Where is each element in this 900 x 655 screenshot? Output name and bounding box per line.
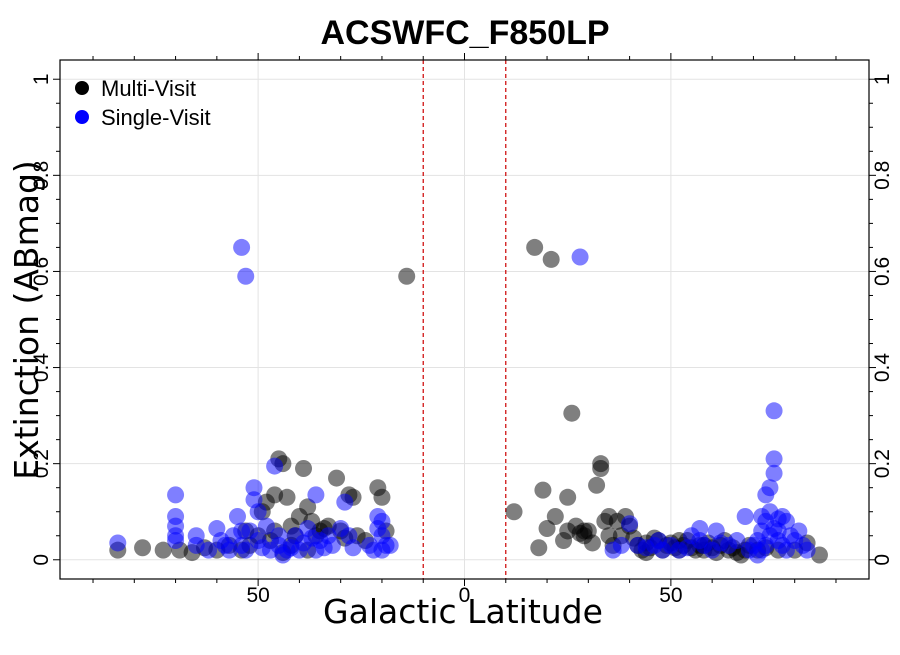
legend-marker-multi-visit: [75, 81, 89, 95]
data-point-single-visit: [765, 464, 783, 482]
data-point-multi-visit: [575, 522, 593, 540]
data-point-single-visit: [736, 508, 754, 526]
data-point-multi-visit: [583, 534, 601, 552]
data-point-single-visit: [237, 541, 255, 559]
data-point-single-visit: [777, 541, 795, 559]
data-point-multi-visit: [154, 541, 172, 559]
y-axis-label: Extinction (ABmag): [7, 160, 46, 480]
y-tick-label-right: 0.2: [871, 449, 894, 478]
data-point-single-visit: [765, 402, 783, 420]
data-point-single-visit: [228, 508, 246, 526]
data-point-multi-visit: [563, 404, 581, 422]
data-point-single-visit: [373, 512, 391, 530]
y-tick-label-right: 1: [871, 73, 894, 85]
data-point-multi-visit: [328, 469, 346, 487]
data-point-single-visit: [237, 267, 255, 285]
data-point-multi-visit: [559, 522, 577, 540]
data-point-single-visit: [167, 486, 185, 504]
data-point-multi-visit: [295, 459, 313, 477]
y-tick-label-right: 0.6: [871, 257, 894, 286]
data-point-single-visit: [765, 520, 783, 538]
data-point-single-visit: [571, 248, 589, 266]
data-point-single-visit: [621, 515, 639, 533]
data-point-single-visit: [266, 457, 284, 475]
data-point-single-visit: [109, 534, 127, 552]
data-point-multi-visit: [278, 488, 296, 506]
x-tick-label: 0: [459, 584, 471, 607]
data-points: [109, 238, 828, 564]
data-point-single-visit: [200, 541, 218, 559]
data-point-multi-visit: [530, 539, 548, 557]
data-point-single-visit: [249, 503, 267, 521]
data-point-multi-visit: [398, 267, 416, 285]
y-tick-label-left: 0.6: [30, 257, 53, 286]
data-point-single-visit: [691, 520, 709, 538]
reference-lines: [422, 60, 507, 579]
data-point-single-visit: [257, 517, 275, 535]
y-tick-label-left: 0: [30, 554, 53, 566]
chart-title: ACSWFC_F850LP: [320, 14, 609, 52]
data-point-multi-visit: [600, 527, 618, 545]
data-point-single-visit: [629, 536, 647, 554]
data-point-multi-visit: [373, 488, 391, 506]
data-point-multi-visit: [592, 459, 610, 477]
x-axis-label: Galactic Latitude: [323, 592, 603, 631]
y-tick-label-right: 0.4: [871, 353, 894, 383]
data-point-single-visit: [167, 532, 185, 550]
y-tick-label-left: 0.4: [30, 353, 53, 383]
data-point-single-visit: [707, 522, 725, 540]
legend-marker-single-visit: [75, 110, 89, 124]
y-tick-label-left: 0.2: [30, 449, 53, 478]
data-point-multi-visit: [526, 238, 544, 256]
y-tick-label-left: 1: [30, 73, 53, 85]
axis-ticks: 50 0 50 0 0 0.2 0.2 0.4 0.4 0.6 0.6 0.8 0.8 1 1: [30, 53, 894, 607]
x-tick-label: 50: [246, 584, 269, 607]
data-point-multi-visit: [538, 520, 556, 538]
data-point-single-visit: [233, 238, 251, 256]
data-point-single-visit: [373, 541, 391, 559]
legend-label-multi-visit: Multi-Visit: [101, 76, 196, 101]
data-point-single-visit: [790, 522, 808, 540]
data-point-single-visit: [307, 486, 325, 504]
data-point-single-visit: [245, 479, 263, 497]
y-tick-label-right: 0.8: [871, 161, 894, 190]
data-point-single-visit: [757, 536, 775, 554]
data-point-multi-visit: [299, 498, 317, 516]
x-tick-label: 50: [659, 584, 682, 607]
data-point-single-visit: [604, 541, 622, 559]
data-point-multi-visit: [588, 476, 606, 494]
legend: Multi-Visit Single-Visit: [75, 76, 211, 130]
y-tick-label-right: 0: [871, 554, 894, 566]
data-point-multi-visit: [559, 488, 577, 506]
data-point-multi-visit: [534, 481, 552, 499]
data-point-single-visit: [765, 450, 783, 468]
y-tick-label-left: 0.8: [30, 161, 53, 190]
legend-label-single-visit: Single-Visit: [101, 105, 211, 130]
data-point-multi-visit: [505, 503, 523, 521]
data-point-single-visit: [757, 486, 775, 504]
data-point-single-visit: [798, 541, 816, 559]
data-point-single-visit: [323, 536, 341, 554]
data-point-multi-visit: [546, 508, 564, 526]
data-point-multi-visit: [134, 539, 152, 557]
data-point-single-visit: [344, 539, 362, 557]
data-point-single-visit: [336, 493, 354, 511]
grid: [60, 60, 869, 579]
data-point-multi-visit: [542, 250, 560, 268]
